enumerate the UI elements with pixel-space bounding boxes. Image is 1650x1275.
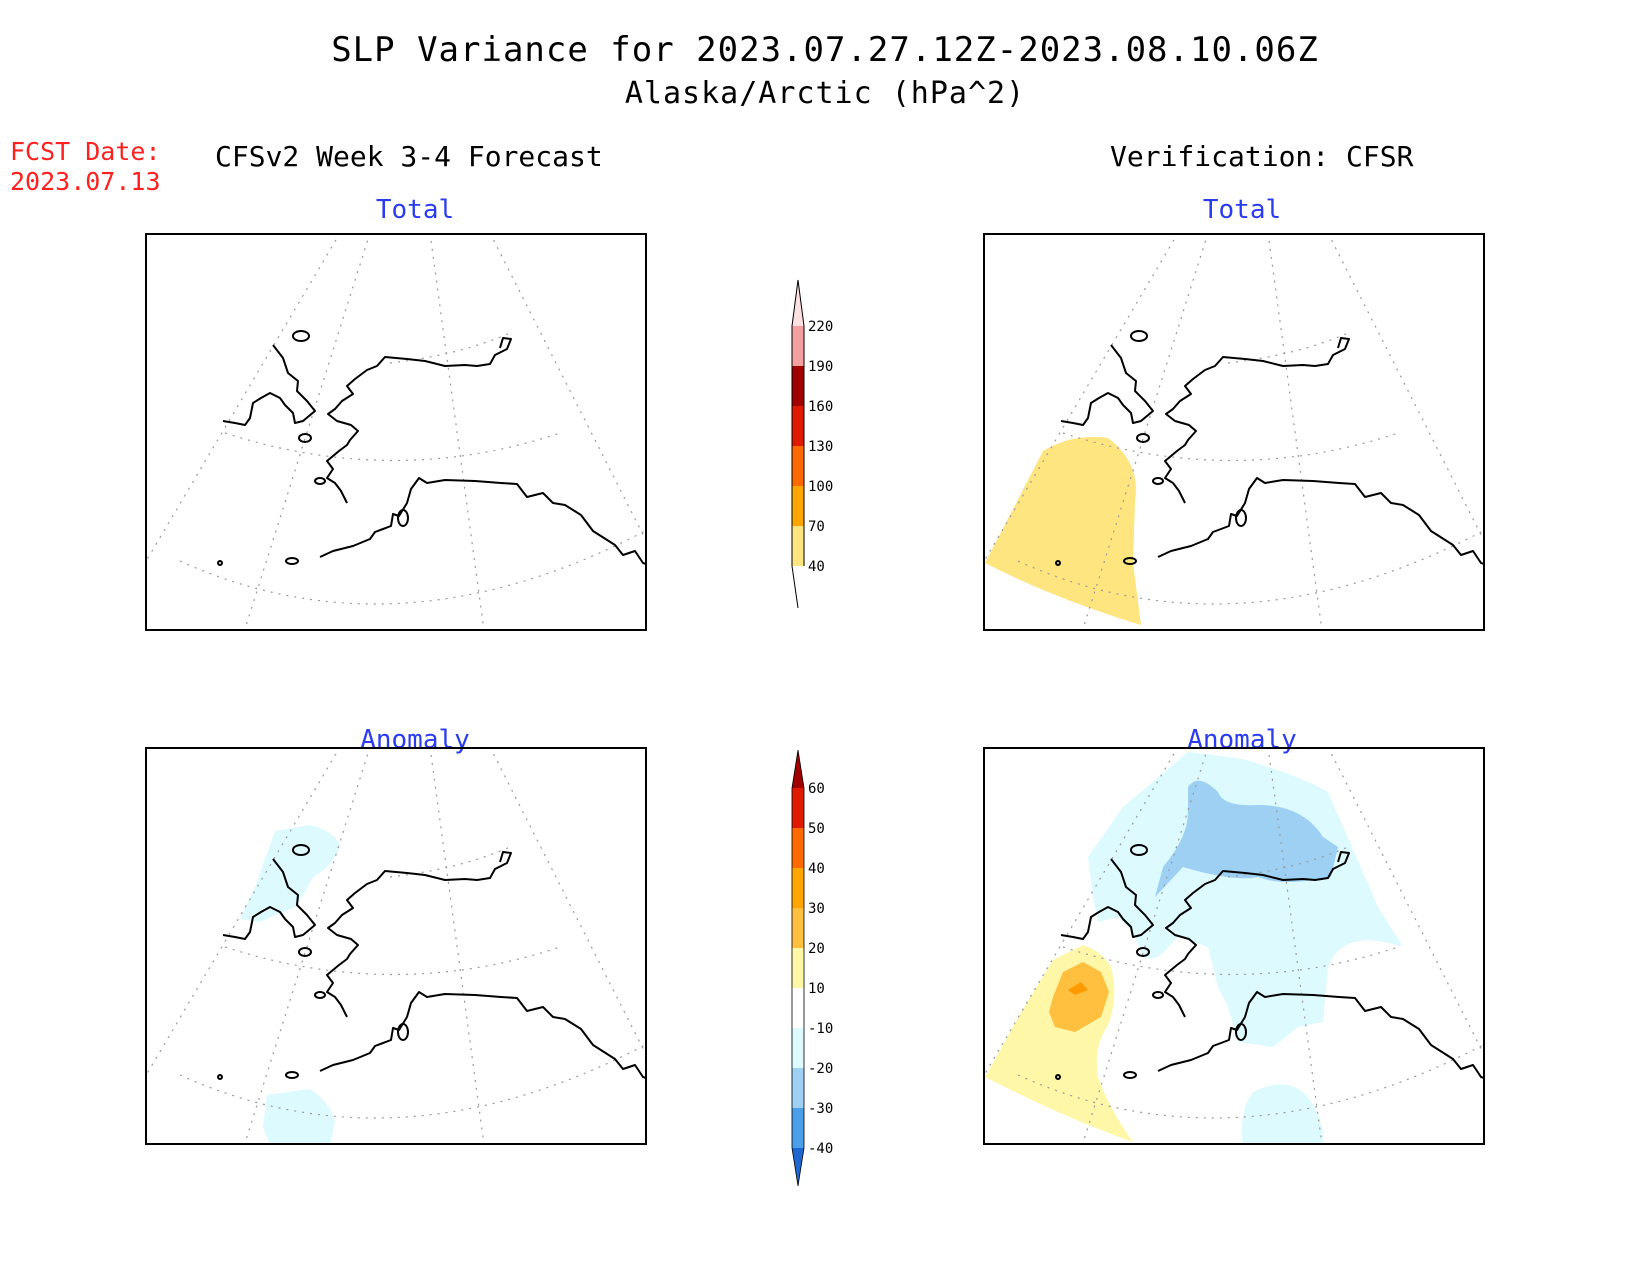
colorbar-segment-70-100 bbox=[792, 486, 804, 526]
forecast-column-header: CFSv2 Week 3-4 Forecast bbox=[215, 140, 603, 173]
verification-column-header: Verification: CFSR bbox=[1110, 140, 1414, 173]
colorbar-label: 160 bbox=[808, 399, 833, 415]
map-frame bbox=[983, 233, 1485, 631]
colorbar-label: -20 bbox=[808, 1061, 833, 1077]
colorbar-label: 190 bbox=[808, 359, 833, 375]
colorbar-segment-40-50 bbox=[792, 828, 804, 868]
colorbar-top-triangle bbox=[792, 750, 804, 788]
colorbar-label: 130 bbox=[808, 439, 833, 455]
map-frame bbox=[145, 233, 647, 631]
contour-40-70 bbox=[985, 436, 1141, 625]
colorbar-label: 40 bbox=[808, 861, 825, 877]
forecast-total-title: Total bbox=[375, 195, 455, 225]
main-title: SLP Variance for 2023.07.27.12Z-2023.08.… bbox=[331, 30, 1319, 70]
forecast-anomaly-title: Anomaly bbox=[360, 725, 470, 755]
verification-anomaly-title: Anomaly bbox=[1187, 725, 1297, 755]
colorbar-segment-20-30 bbox=[792, 908, 804, 948]
verification-anomaly-map bbox=[983, 747, 1485, 1145]
contour-neg10-neg20 bbox=[1241, 1084, 1323, 1145]
colorbar-label: 220 bbox=[808, 319, 833, 335]
total-colorbar: 220 190 160 130 100 70 40 bbox=[791, 279, 833, 608]
forecast-total-map bbox=[145, 233, 647, 631]
colorbar-bottom-triangle bbox=[792, 566, 804, 608]
colorbar-segment-neg20-neg10 bbox=[792, 1028, 804, 1068]
colorbar-bottom-triangle bbox=[792, 1148, 804, 1186]
contour-10-20 bbox=[985, 945, 1133, 1142]
colorbar-segment-10-20 bbox=[792, 948, 804, 988]
colorbar-segment-50-60 bbox=[792, 788, 804, 828]
colorbar-label: 100 bbox=[808, 479, 833, 495]
colorbar-label: 40 bbox=[808, 559, 825, 575]
colorbar-label: 20 bbox=[808, 941, 825, 957]
colorbar-label: 70 bbox=[808, 519, 825, 535]
contour-neg10-neg20 bbox=[240, 825, 340, 922]
colorbar-label: -40 bbox=[808, 1141, 833, 1157]
contour-neg20-neg30 bbox=[1155, 780, 1338, 897]
colorbar-segment-100-130 bbox=[792, 446, 804, 486]
colorbar-label: 30 bbox=[808, 901, 825, 917]
colorbar-outline bbox=[791, 279, 805, 608]
colorbar-segment-neg40-neg30 bbox=[792, 1108, 804, 1148]
colorbar-outline bbox=[791, 749, 805, 1187]
verification-total-map bbox=[983, 233, 1485, 631]
map-base bbox=[145, 747, 647, 1145]
forecast-date-block: FCST Date: 2023.07.13 bbox=[10, 137, 161, 197]
verification-total-title: Total bbox=[1202, 195, 1282, 225]
anomaly-colorbar: 60 50 40 30 20 10 -10 -20 -30 -40 bbox=[791, 749, 833, 1187]
colorbar-segment-130-160 bbox=[792, 406, 804, 446]
colorbar-top-triangle bbox=[792, 280, 804, 326]
colorbar-label: 10 bbox=[808, 981, 825, 997]
colorbar-label: -30 bbox=[808, 1101, 833, 1117]
colorbar-segment-160-190 bbox=[792, 366, 804, 406]
colorbar-segment-neg10-10 bbox=[792, 988, 804, 1028]
fcst-date-label: FCST Date: bbox=[10, 137, 161, 166]
colorbar-segment-190-220 bbox=[792, 326, 804, 366]
map-frame bbox=[145, 747, 647, 1145]
colorbar-label: 60 bbox=[808, 781, 825, 797]
map-frame bbox=[983, 747, 1485, 1145]
colorbar-segment-40-70 bbox=[792, 526, 804, 566]
subtitle: Alaska/Arctic (hPa^2) bbox=[624, 76, 1026, 111]
colorbar-segment-neg30-neg20 bbox=[792, 1068, 804, 1108]
colorbar-label: -10 bbox=[808, 1021, 833, 1037]
forecast-anomaly-map bbox=[145, 747, 647, 1145]
colorbar-segment-30-40 bbox=[792, 868, 804, 908]
fcst-date-value: 2023.07.13 bbox=[10, 167, 161, 196]
contour-20-30 bbox=[1049, 962, 1109, 1032]
colorbar-label: 50 bbox=[808, 821, 825, 837]
contour-30-40 bbox=[1068, 982, 1088, 995]
contour-neg10-neg20 bbox=[1088, 752, 1403, 1047]
map-base bbox=[145, 233, 647, 631]
contour-neg10-neg20 bbox=[263, 1089, 335, 1145]
